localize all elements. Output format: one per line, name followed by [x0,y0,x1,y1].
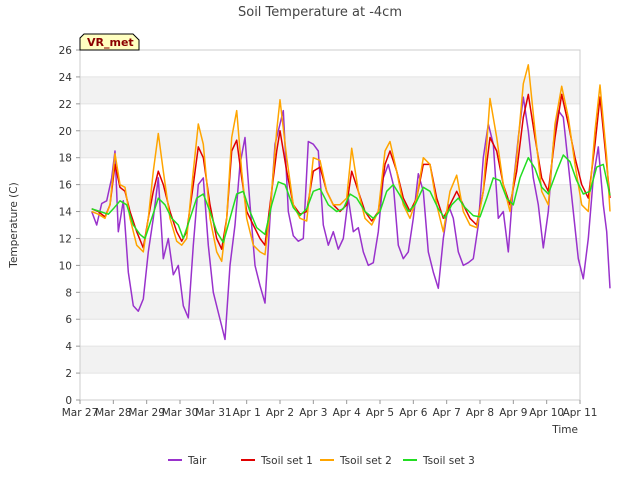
legend-label: Tair [187,455,207,467]
x-tick-label: Apr 7 [433,407,461,419]
y-tick-label: 10 [59,260,72,272]
grid-band [80,265,580,293]
site-badge-label: VR_met [87,36,134,49]
grid-band [80,292,580,320]
series-lines [90,64,611,341]
x-tick-label: Mar 31 [195,407,232,419]
grid-band [80,319,580,347]
legend: Tair Tsoil set 1 Tsoil set 2 Tsoil set 3 [168,455,475,467]
y-tick-label: 18 [59,153,72,165]
site-badge: VR_met [79,33,140,51]
y-axis-label: Temperature (C) [8,182,20,268]
x-tick-label: Apr 11 [563,407,598,419]
site-badge-box [79,33,140,51]
legend-item: Tsoil set 1 [241,455,313,467]
grid-band [80,346,580,374]
y-tick-label: 20 [59,126,72,138]
y-tick-label: 14 [59,207,73,219]
x-tick-label: Apr 1 [233,407,261,419]
x-tick-label: Apr 5 [366,407,394,419]
grid-band [80,103,580,131]
series-line-tsoil-set-3 [91,154,611,244]
grid-band [80,211,580,239]
x-tick-label: Apr 4 [333,407,362,419]
y-tick-label: 8 [65,287,72,299]
y-tick-label: 6 [65,314,72,326]
legend-label: Tsoil set 2 [339,455,392,467]
grid-band [80,76,580,104]
grid-band [80,50,580,77]
x-tick-label: Apr 10 [529,407,564,419]
x-tick-label: Apr 3 [299,407,327,419]
x-tick-label: Mar 27 [62,407,99,419]
y-tick-label: 24 [59,72,73,84]
y-tick-label: 0 [65,395,72,407]
legend-item: Tair [168,455,207,467]
x-tick-label: Mar 28 [95,407,132,419]
y-tick-label: 22 [59,99,72,111]
x-tick-label: Apr 2 [266,407,294,419]
y-tick-label: 12 [59,233,72,245]
y-tick-label: 2 [65,368,72,380]
legend-item: Tsoil set 3 [403,455,475,467]
series-line-tsoil-set-1 [91,93,611,250]
legend-item: Tsoil set 2 [320,455,392,467]
x-tick-label: Apr 6 [399,407,428,419]
x-tick-label: Mar 29 [128,407,165,419]
y-tick-label: 16 [59,180,73,192]
grid-band [80,373,580,400]
y-tick-label: 4 [65,341,72,353]
x-axis-label: Time [551,424,578,436]
y-tick-label: 26 [59,45,73,57]
plot-area-border [79,49,581,401]
legend-label: Tsoil set 1 [260,455,313,467]
series-line-tsoil-set-2 [91,64,611,263]
legend-label: Tsoil set 3 [422,455,475,467]
x-tick-label: Apr 9 [499,407,527,419]
x-tick-label: Apr 8 [466,407,494,419]
chart-title: Soil Temperature at -4cm [238,5,402,20]
x-tick-label: Mar 30 [162,407,199,419]
